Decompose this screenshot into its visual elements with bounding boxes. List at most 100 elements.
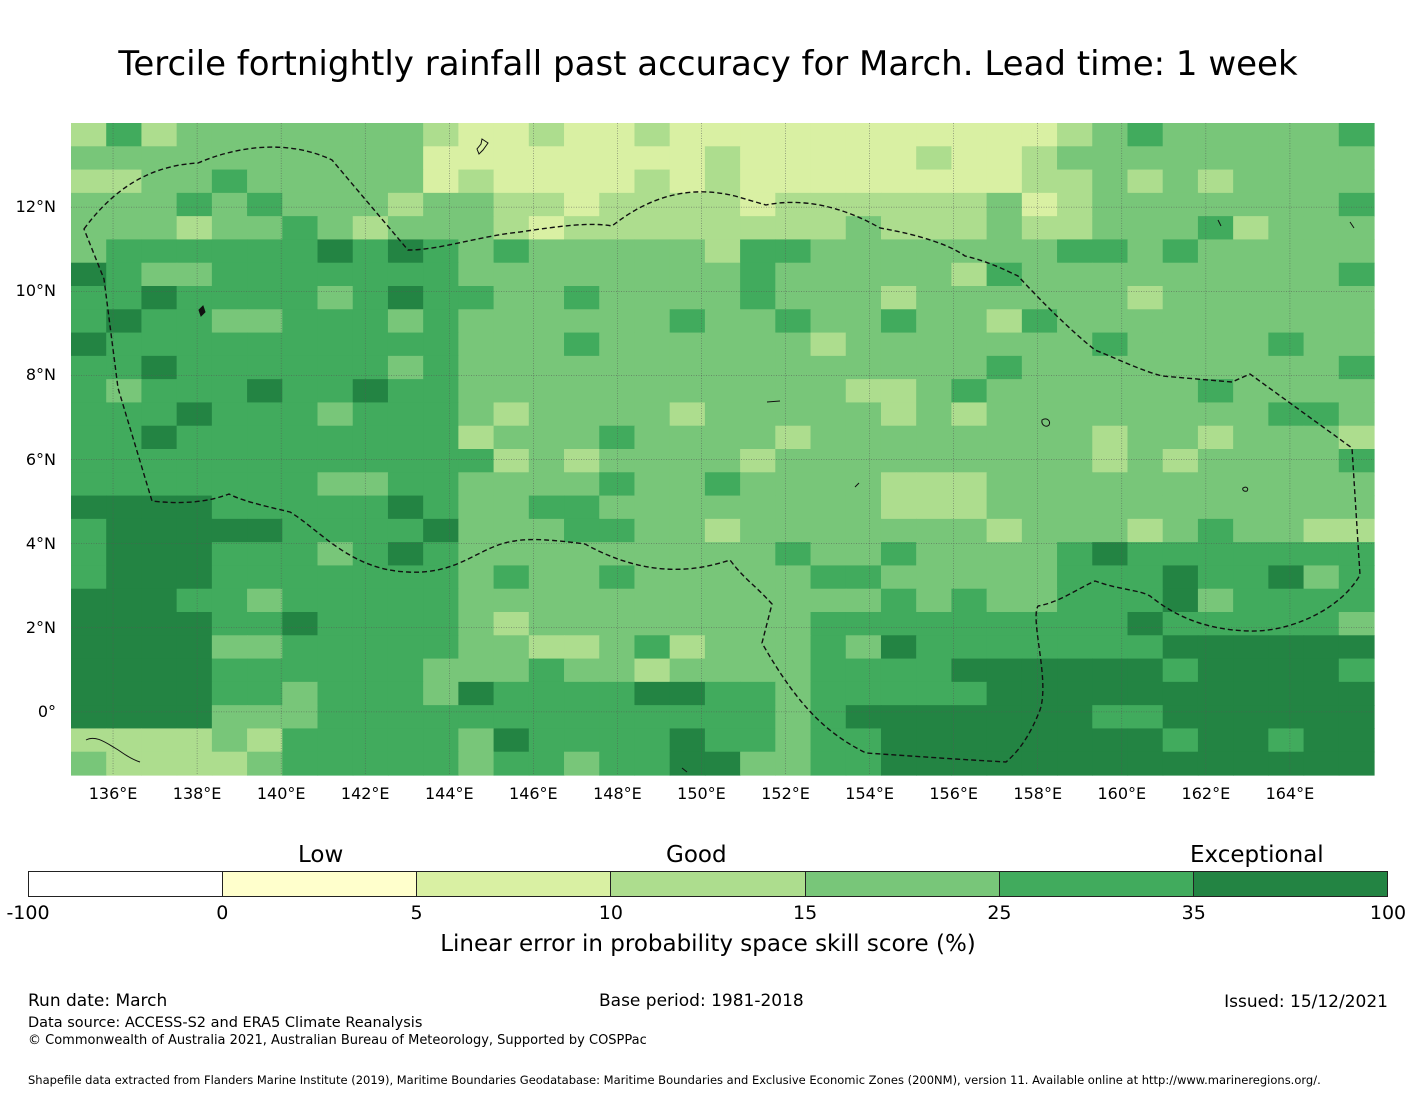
skill-cell — [951, 332, 988, 357]
skill-cell — [106, 728, 143, 753]
skill-cell — [704, 635, 741, 660]
skill-cell — [317, 402, 354, 427]
skill-cell — [1303, 542, 1340, 567]
skill-cell — [880, 192, 917, 217]
skill-cell — [880, 146, 917, 171]
skill-cell — [775, 425, 812, 450]
skill-cell — [1268, 472, 1305, 497]
skill-cell — [1057, 286, 1093, 310]
colorbar-tick-label: 5 — [410, 902, 423, 924]
skill-cell — [317, 379, 354, 404]
longitude-tick-label: 138°E — [172, 784, 222, 803]
skill-cell — [247, 635, 283, 660]
skill-cell — [1303, 658, 1340, 683]
skill-cell — [916, 192, 953, 217]
skill-cell — [1092, 472, 1129, 497]
skill-cell — [775, 588, 812, 613]
skill-cell — [740, 518, 776, 543]
skill-cell — [528, 146, 565, 171]
skill-cell — [106, 565, 143, 590]
skill-cell — [564, 192, 600, 217]
skill-cell — [1021, 216, 1058, 241]
skill-cell — [423, 216, 459, 241]
skill-cell — [317, 355, 354, 380]
skill-cell — [845, 216, 882, 241]
skill-cell — [176, 495, 213, 520]
skill-cell — [1233, 728, 1269, 753]
skill-cell — [387, 192, 424, 217]
skill-cell — [71, 286, 107, 310]
skill-cell — [810, 495, 847, 520]
skill-cell — [1162, 495, 1199, 520]
skill-cell — [71, 146, 107, 171]
skill-cell — [845, 309, 882, 334]
skill-cell — [176, 612, 213, 636]
skill-cell — [423, 192, 459, 217]
skill-cell — [740, 169, 776, 194]
skill-cell — [669, 751, 706, 776]
skill-cell — [1338, 705, 1375, 730]
skill-cell — [951, 705, 988, 730]
skill-cell — [810, 192, 847, 217]
skill-cell — [951, 262, 988, 287]
skill-cell — [986, 681, 1023, 706]
skill-cell — [775, 262, 812, 287]
skill-cell — [352, 239, 389, 264]
skill-cell — [704, 658, 741, 683]
skill-cell — [1338, 635, 1375, 660]
skill-cell — [1233, 635, 1269, 660]
skill-cell — [986, 123, 1023, 147]
skill-cell — [810, 379, 847, 404]
skill-cell — [387, 472, 424, 497]
skill-cell — [704, 565, 741, 590]
skill-cell — [458, 495, 495, 520]
skill-cell — [458, 518, 495, 543]
skill-cell — [740, 728, 776, 753]
skill-cell — [634, 681, 671, 706]
skill-cell — [493, 239, 530, 264]
skill-cell — [282, 262, 319, 287]
skill-cell — [247, 192, 283, 217]
colorbar-tick-label: 25 — [987, 902, 1012, 924]
skill-cell — [1092, 518, 1129, 543]
skill-cell — [282, 216, 319, 241]
skill-cell — [247, 309, 283, 334]
skill-cell — [71, 705, 107, 730]
skill-cell — [669, 425, 706, 450]
skill-cell — [141, 565, 178, 590]
latitude-tick-label: 4°N — [25, 533, 56, 553]
skill-cell — [740, 286, 776, 310]
pohnpei-island — [1242, 486, 1249, 492]
skill-cell — [282, 192, 319, 217]
skill-cell — [176, 355, 213, 380]
skill-cell — [317, 518, 354, 543]
skill-cell — [634, 518, 671, 543]
skill-cell — [775, 355, 812, 380]
skill-cell — [634, 262, 671, 287]
skill-cell — [1127, 518, 1164, 543]
skill-cell — [1233, 658, 1269, 683]
skill-cell — [423, 239, 459, 264]
skill-cell — [986, 239, 1023, 264]
skill-cell — [951, 123, 988, 147]
issued-date: Issued: 15/12/2021 — [1224, 992, 1388, 1012]
skill-cell — [845, 588, 882, 613]
skill-cell — [669, 216, 706, 241]
skill-cell — [1021, 309, 1058, 334]
skill-cell — [669, 588, 706, 613]
skill-cell — [669, 379, 706, 404]
skill-cell — [247, 262, 283, 287]
skill-cell — [916, 658, 953, 683]
skill-cell — [1021, 262, 1058, 287]
skill-cell — [423, 449, 459, 473]
skill-cell — [282, 705, 319, 730]
skill-cell — [458, 658, 495, 683]
skill-cell — [916, 355, 953, 380]
skill-cell — [1268, 728, 1305, 753]
skill-cell — [282, 681, 319, 706]
longitude-tick-label: 162°E — [1181, 784, 1231, 803]
skill-cell — [951, 495, 988, 520]
skill-cell — [458, 728, 495, 753]
skill-cell — [423, 495, 459, 520]
skill-cell — [423, 286, 459, 310]
